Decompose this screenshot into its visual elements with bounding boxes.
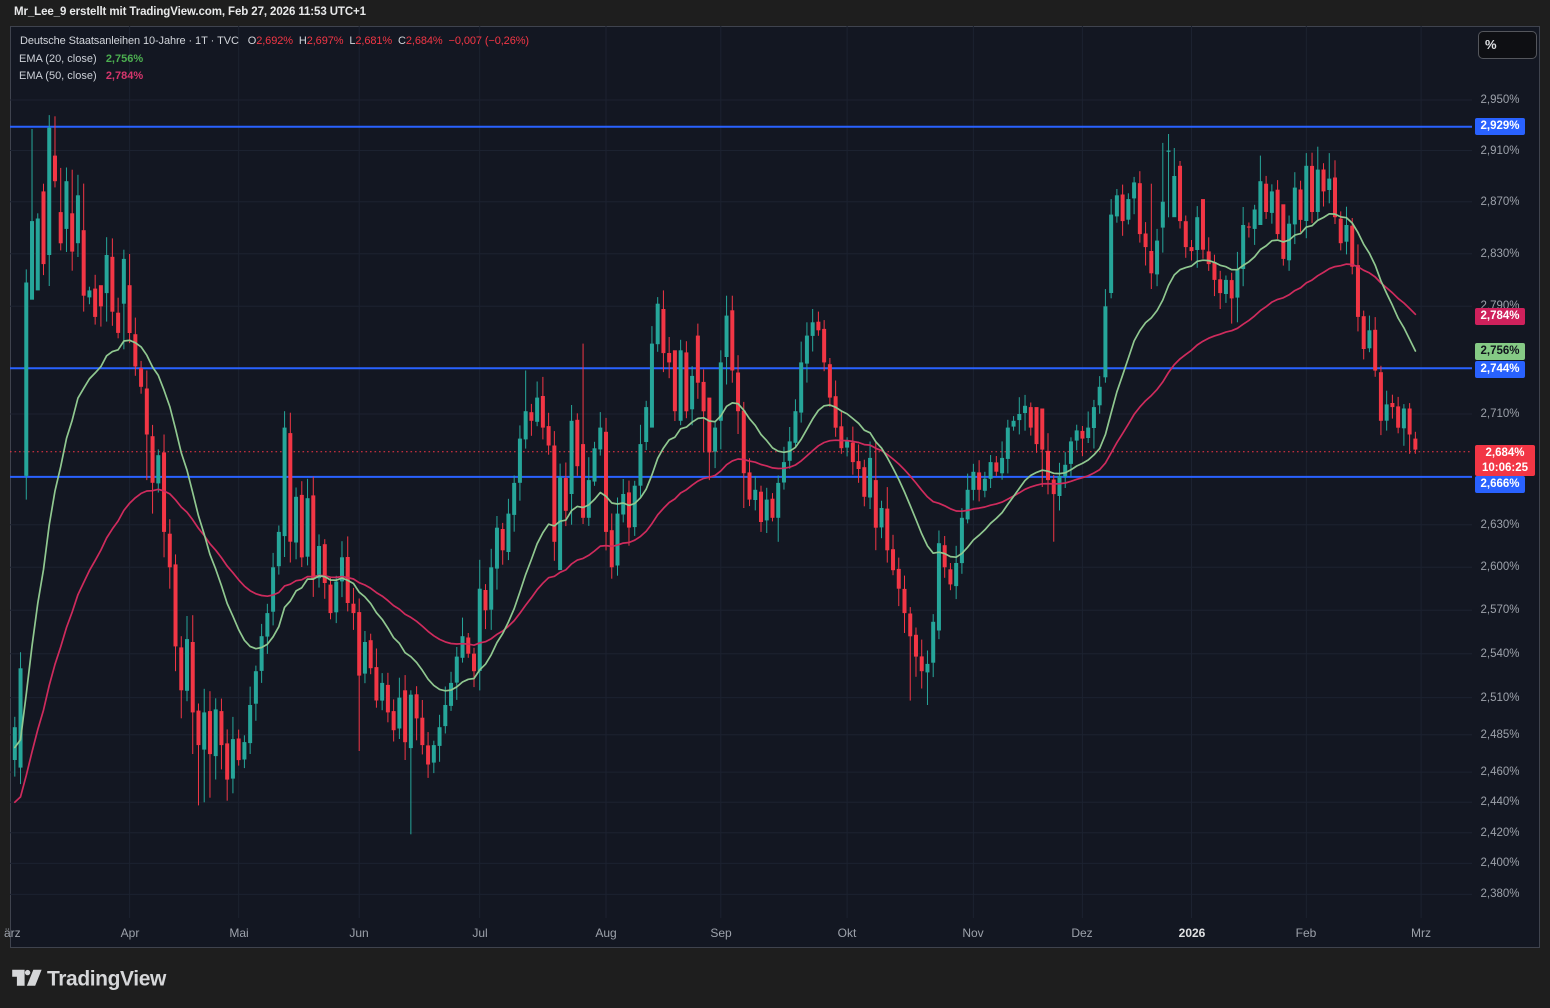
svg-text:TradingView: TradingView	[47, 968, 167, 991]
